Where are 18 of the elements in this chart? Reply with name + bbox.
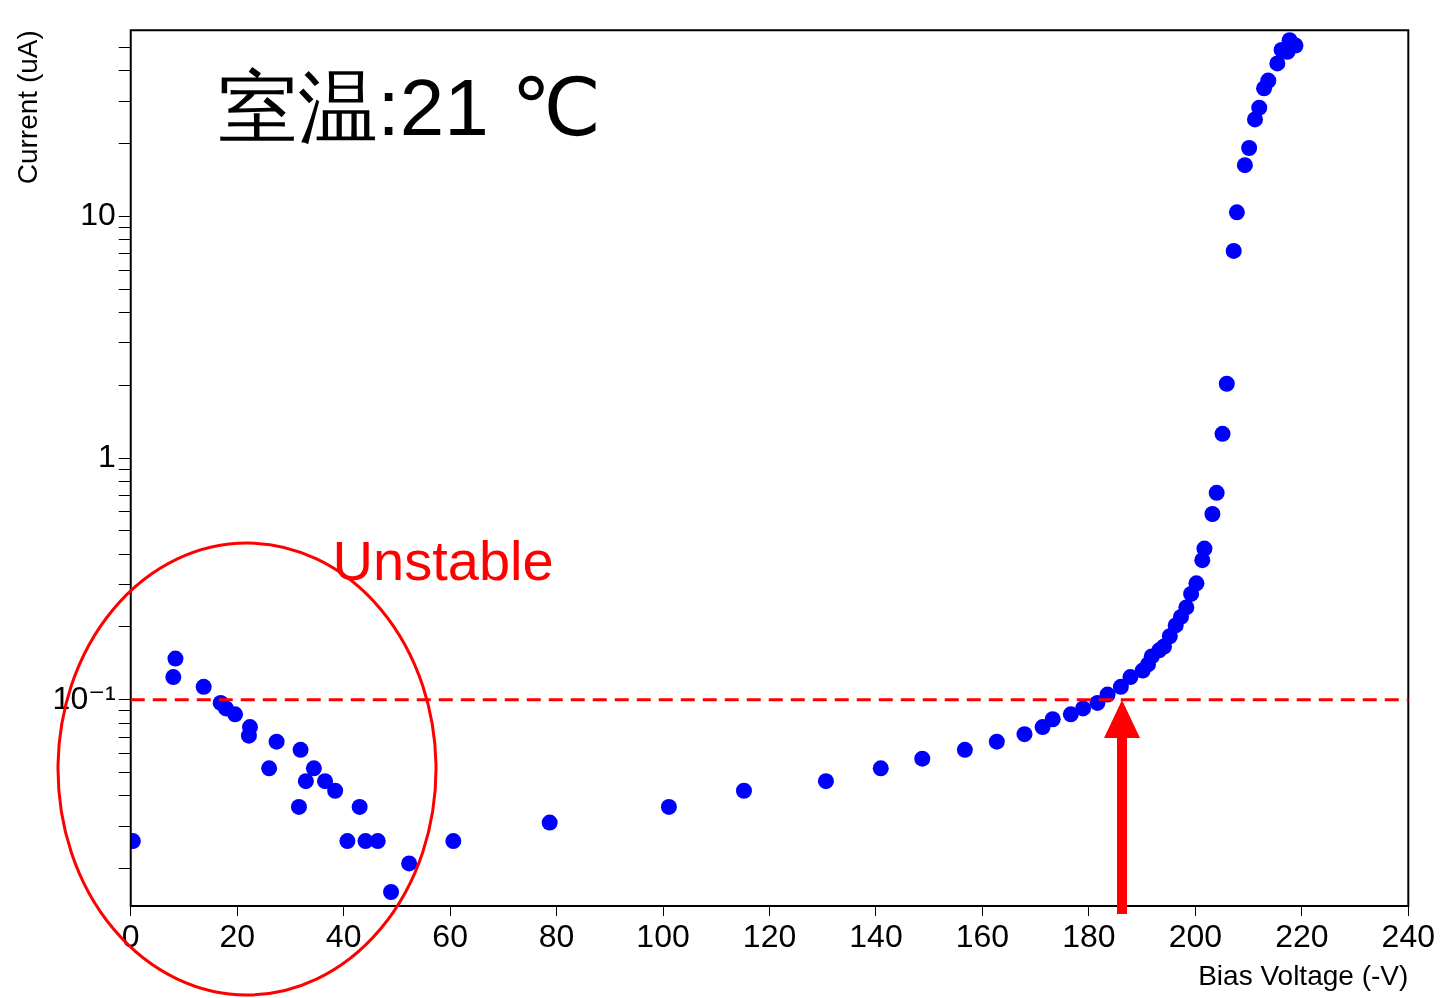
x-tick-label: 120 — [742, 918, 797, 955]
annotation: Unstable — [332, 528, 554, 592]
x-axis-title: Bias Voltage (-V) — [1198, 959, 1409, 991]
x-tick-label: 200 — [1168, 918, 1223, 955]
x-tick-label: 100 — [636, 918, 690, 955]
y-axis-title: Current (uA) — [11, 30, 43, 185]
y-tick-label: 1 — [97, 437, 116, 474]
x-tick-label: 20 — [219, 918, 255, 955]
x-tick-label: 240 — [1381, 918, 1435, 955]
annotation: 室温:21 ℃ — [217, 63, 601, 153]
x-tick-label: 140 — [849, 918, 903, 955]
x-tick-label: 40 — [325, 918, 362, 955]
x-tick-label: 220 — [1275, 918, 1329, 955]
y-tick-label: 10 — [80, 196, 116, 233]
x-tick-label: 160 — [955, 918, 1010, 955]
x-tick-label: 180 — [1062, 918, 1116, 955]
x-tick-label: 60 — [432, 918, 468, 955]
x-tick-label: 80 — [538, 918, 575, 955]
